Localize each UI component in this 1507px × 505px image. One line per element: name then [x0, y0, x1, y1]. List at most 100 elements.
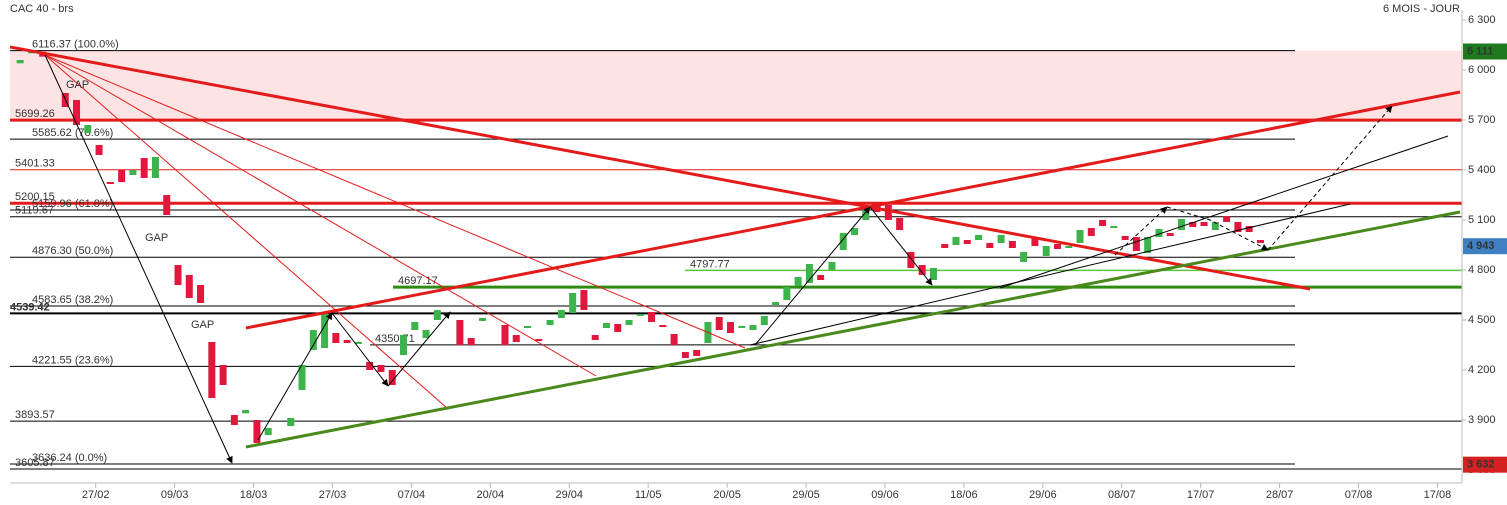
x-tick-label: 09/06: [871, 489, 899, 501]
y-tick-label: 5 400: [1468, 164, 1496, 176]
candle-body: [839, 233, 847, 250]
candle-body: [332, 333, 340, 343]
candle-body: [557, 310, 565, 318]
x-tick-label: 29/04: [555, 489, 583, 501]
candle-body: [963, 240, 971, 244]
level-label: 5159.96 (61.8%): [32, 198, 113, 210]
arrow: [869, 206, 933, 286]
candle-body: [896, 218, 904, 230]
candle-body: [1223, 216, 1231, 222]
arrow: [754, 206, 871, 346]
x-tick-label: 20/05: [713, 489, 741, 501]
support-line: [245, 210, 1461, 449]
y-tick-label: 5 100: [1468, 214, 1496, 226]
candle-body: [1099, 220, 1107, 226]
chart-subtitle: 6 MOIS - JOUR: [1383, 3, 1460, 15]
channel-line: [999, 135, 1449, 289]
uptrend-line: [245, 90, 1461, 330]
level-label: 5585.62 (78.6%): [32, 127, 113, 139]
candle-body: [569, 293, 577, 313]
y-tick-label: 4 500: [1468, 314, 1496, 326]
y-tick-label: 4 800: [1468, 264, 1496, 276]
candle-body: [287, 418, 295, 426]
candle-body: [546, 320, 554, 325]
level-label: 5699.26: [15, 108, 55, 120]
candle-body: [580, 290, 588, 310]
resistance-zone: [10, 50, 1462, 121]
y-tick-label: 3 900: [1468, 414, 1496, 426]
price-badge: [1463, 43, 1507, 60]
candle-body: [941, 244, 949, 248]
dashed-arrow: [1114, 206, 1168, 256]
level-label: 4221.55 (23.6%): [32, 354, 113, 366]
arrow: [331, 312, 389, 387]
candle-body: [648, 312, 656, 322]
candle-body: [986, 243, 994, 248]
x-tick-label: 20/04: [477, 489, 505, 501]
zone: [10, 50, 1462, 121]
candle-body: [512, 335, 520, 342]
candle-body: [129, 170, 137, 175]
x-tick-label: 28/07: [1266, 489, 1294, 501]
candle-body: [151, 157, 159, 178]
candle-body: [174, 265, 182, 285]
x-tick-label: 17/07: [1187, 489, 1215, 501]
price-badge-label: 4 943: [1467, 240, 1495, 252]
candle-body: [783, 287, 791, 300]
candle-body: [140, 158, 148, 178]
candle-body: [535, 339, 543, 341]
dashed-arrow: [1166, 206, 1269, 251]
candle-body: [377, 365, 385, 372]
candle-body: [659, 325, 667, 327]
candle-body: [1031, 238, 1039, 246]
candle-body: [952, 237, 960, 245]
candle-body: [456, 320, 464, 345]
candle-body: [478, 318, 486, 321]
candle-body: [1211, 222, 1219, 230]
x-tick-label: 07/08: [1345, 489, 1373, 501]
candle-body: [1076, 230, 1084, 243]
candle-body: [884, 205, 892, 220]
arrow: [257, 312, 333, 441]
candle-body: [388, 370, 396, 385]
candle-body: [975, 235, 983, 240]
candle-body: [1200, 222, 1208, 226]
candle-body: [1178, 219, 1186, 230]
candle-body: [433, 310, 441, 320]
price-badge-label: 6 111: [1467, 45, 1493, 57]
candle-body: [163, 195, 171, 215]
level-label: 5200.15: [15, 191, 55, 203]
level-label: 4876.30 (50.0%): [32, 245, 113, 257]
level-label: 6116.37 (100.0%): [32, 39, 119, 51]
candle-body: [1110, 226, 1118, 228]
x-tick-label: 18/06: [950, 489, 978, 501]
candle-body: [1121, 236, 1129, 240]
candle-body: [321, 313, 329, 348]
candle-body: [636, 314, 644, 316]
candle-body: [197, 285, 205, 303]
price-badge-label: 3 632: [1467, 459, 1495, 471]
dashed-arrow: [1267, 105, 1393, 251]
candle-body: [524, 326, 532, 328]
trend-lines: [9, 45, 1461, 464]
channel-line: [749, 203, 1351, 346]
candle-body: [851, 228, 859, 235]
candle-body: [467, 338, 475, 345]
y-tick-label: 6 000: [1468, 64, 1496, 76]
candle-body: [264, 428, 272, 435]
candle-body: [614, 324, 622, 332]
chart-title: CAC 40 - brs: [10, 3, 74, 15]
candle-body: [907, 252, 915, 268]
candle-body: [670, 334, 678, 345]
candle-body: [1008, 241, 1016, 248]
candle-body: [219, 365, 227, 385]
candle-body: [106, 182, 114, 184]
x-tick-label: 29/06: [1029, 489, 1057, 501]
x-tick-label: 18/03: [240, 489, 268, 501]
candle-body: [794, 277, 802, 286]
candle-body: [726, 322, 734, 333]
candle-body: [817, 275, 825, 280]
arrow: [44, 54, 233, 464]
annotation: GAP: [191, 319, 214, 331]
